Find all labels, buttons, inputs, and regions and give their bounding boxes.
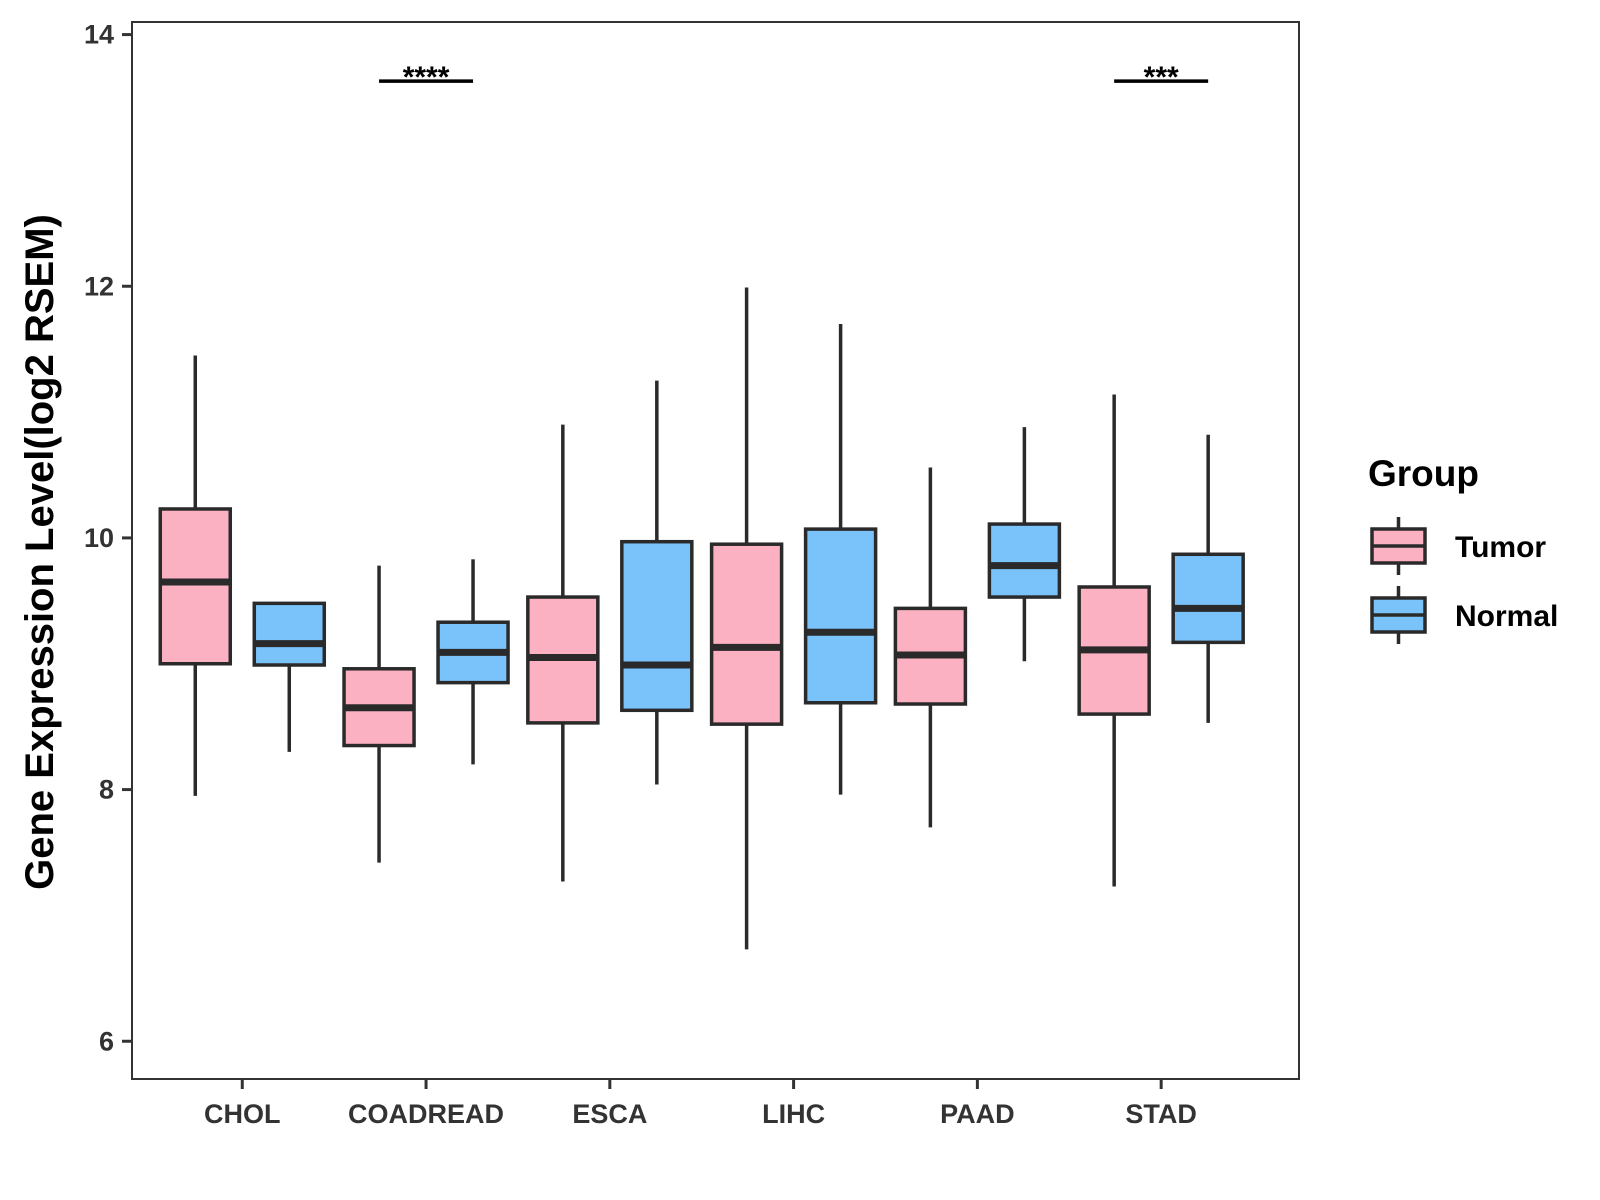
box-tumor-stad: [1077, 394, 1151, 887]
box-normal-stad: [1171, 434, 1245, 723]
box-body: [1171, 552, 1245, 645]
legend-label: Normal: [1455, 600, 1558, 633]
y-tick-label: 10: [84, 523, 114, 553]
x-tick-label: STAD: [1125, 1099, 1197, 1129]
plot-area: **** ***: [158, 61, 1245, 950]
y-axis: 6 8 10 12 14: [84, 20, 132, 1056]
y-tick-label: 14: [84, 20, 114, 50]
box-body: [987, 522, 1062, 599]
panel-border: [131, 21, 1300, 1080]
significance-label: ****: [403, 61, 450, 94]
box-body: [620, 539, 694, 713]
box-body: [158, 507, 233, 666]
box-normal-lihc: [803, 324, 878, 795]
box-normal-esca: [620, 380, 694, 785]
y-tick-label: 12: [84, 271, 114, 301]
y-tick-label: 6: [99, 1026, 114, 1056]
y-tick-label: 8: [99, 775, 114, 805]
box-normal-paad: [987, 427, 1062, 662]
significance-coadread: ****: [379, 61, 474, 94]
box-body: [709, 542, 784, 726]
x-tick-label: CHOL: [204, 1099, 281, 1129]
box-body: [803, 527, 878, 705]
box-tumor-esca: [526, 424, 600, 882]
x-axis: CHOL COADREAD ESCA LIHC PAAD STAD: [204, 1079, 1197, 1129]
x-tick-label: LIHC: [762, 1099, 825, 1129]
significance-stad: ***: [1114, 61, 1209, 94]
x-tick-label: ESCA: [572, 1099, 647, 1129]
box-tumor-lihc: [709, 287, 784, 950]
significance-label: ***: [1144, 61, 1179, 94]
box-body: [252, 601, 327, 667]
legend-entry-normal: Normal: [1370, 586, 1558, 644]
box-tumor-coadread: [342, 565, 416, 863]
box-normal-chol: [252, 601, 327, 752]
x-tick-label: COADREAD: [348, 1099, 504, 1129]
legend: Group Tumor Normal: [1368, 453, 1558, 644]
x-tick-label: PAAD: [940, 1099, 1015, 1129]
y-axis-title: Gene Expression Level(log2 RSEM): [18, 214, 62, 890]
box-tumor-paad: [893, 467, 968, 828]
legend-label: Tumor: [1455, 531, 1546, 564]
legend-entry-tumor: Tumor: [1370, 517, 1546, 575]
box-normal-coadread: [436, 559, 510, 765]
legend-title: Group: [1368, 453, 1479, 494]
box-tumor-chol: [158, 355, 233, 796]
